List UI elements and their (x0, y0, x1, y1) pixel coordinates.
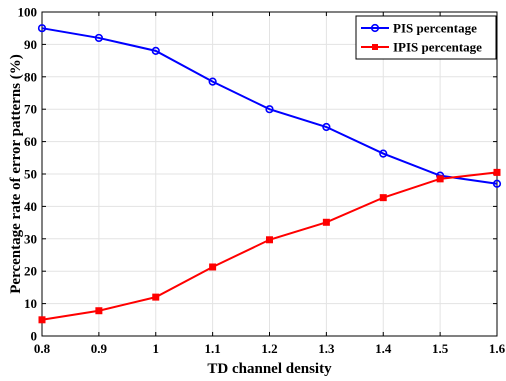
legend: PIS percentage IPIS percentage (355, 15, 497, 60)
y-tick-label: 20 (24, 264, 37, 279)
x-tick-label: 1.5 (432, 341, 449, 356)
y-tick-label: 30 (24, 231, 37, 246)
series-group (37, 24, 502, 324)
x-axis-label: TD channel density (207, 361, 332, 377)
ipis-percentage-point (436, 175, 444, 183)
y-tick-label: 0 (31, 329, 38, 344)
x-tick-label: 1.1 (205, 341, 221, 356)
x-tick-label: 1.3 (318, 341, 335, 356)
pis-percentage-line (41, 27, 498, 185)
pis-percentage-point (322, 122, 331, 132)
pis-percentage-point (265, 105, 274, 114)
ipis-percentage-point (493, 168, 501, 176)
y-tick-label: 10 (24, 296, 37, 311)
ipis-percentage-point (266, 236, 273, 244)
x-tick-label: 1.2 (261, 341, 277, 356)
ipis-percentage-point (322, 218, 330, 226)
x-tick-label: 1 (153, 341, 160, 356)
legend-ipis-percentage-label: IPIS percentage (393, 40, 482, 55)
legend-pis-percentage-marker (370, 23, 380, 33)
x-tick-label: 1.6 (489, 341, 506, 356)
pis-percentage-point (379, 149, 388, 158)
legend-ipis-percentage-marker (372, 44, 378, 50)
y-tick-label: 80 (24, 69, 37, 84)
y-tick-label: 50 (24, 167, 37, 182)
ipis-percentage-point (152, 293, 160, 301)
y-tick-label: 90 (24, 37, 37, 52)
pis-percentage-point (37, 24, 47, 33)
ipis-percentage-point (379, 194, 387, 202)
pis-percentage-point (151, 46, 160, 55)
legend-pis-percentage-label: PIS percentage (393, 21, 477, 36)
ipis-percentage-point (38, 316, 46, 324)
pis-percentage-point (208, 77, 217, 86)
ipis-percentage-point (95, 307, 103, 315)
y-axis-label: Percentage rate of error patterns (%) (8, 54, 24, 293)
legend-box (355, 15, 497, 60)
pis-percentage-point (492, 179, 502, 188)
grid (41, 11, 498, 337)
axis-ticks: 0.8 0.9 1 1.1 1.2 1.3 1.4 1.5 1.6 0 10 20 30 40 50 60 70… (18, 5, 506, 357)
y-tick-label: 100 (18, 5, 38, 20)
x-tick-label: 1.4 (375, 341, 392, 356)
y-tick-label: 60 (24, 134, 37, 149)
y-tick-label: 40 (24, 199, 37, 214)
x-tick-label: 0.9 (91, 341, 108, 356)
x-tick-label: 0.8 (34, 341, 51, 356)
y-tick-label: 70 (24, 102, 37, 117)
pis-percentage-point (94, 33, 103, 43)
ipis-percentage-point (209, 263, 217, 271)
